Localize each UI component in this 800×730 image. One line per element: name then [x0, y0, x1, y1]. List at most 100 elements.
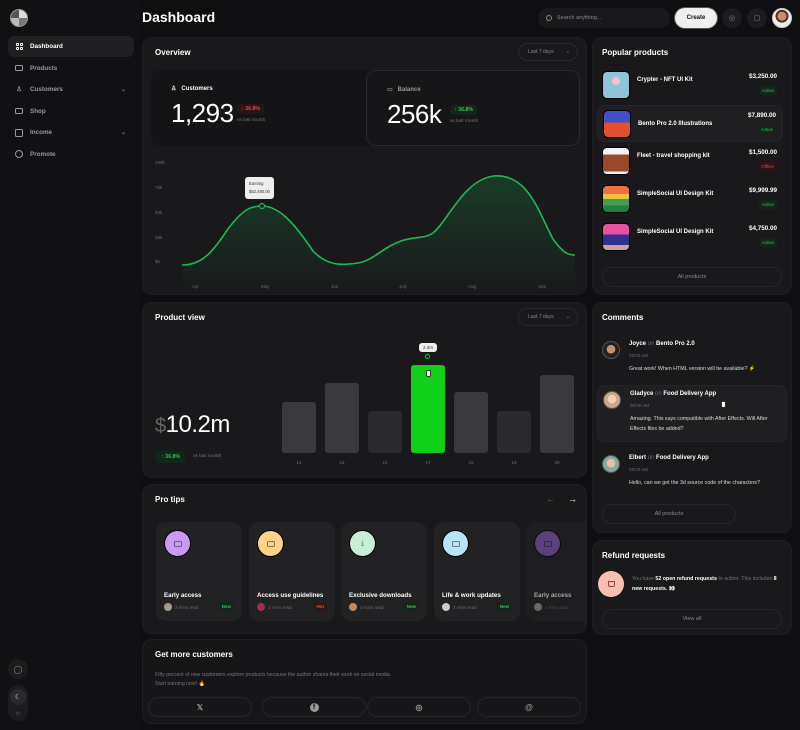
sidebar-item-label: Products [30, 64, 58, 72]
bar-19[interactable] [497, 411, 531, 453]
product-price: $1,500.00 [748, 149, 777, 156]
bar-18[interactable] [454, 392, 488, 453]
product-row[interactable]: Bento Pro 2.0 Illustrations $7,890.00 Ac… [597, 105, 783, 142]
product-thumbnail [603, 110, 631, 138]
chevron-down-icon: ⌄ [120, 87, 126, 94]
product-view-card: Product view Last 7 days ⌄ $10.2m ↑ 36.8… [142, 302, 587, 478]
refund-requests-card: Refund requests You have 52 open refund … [592, 540, 792, 635]
sidebar-item-shop[interactable]: Shop [8, 101, 134, 122]
sidebar-item-customers[interactable]: ♙ Customers ⌄ [8, 79, 134, 100]
product-row[interactable]: Fleet - travel shopping kit $1,500.00 Of… [597, 143, 783, 180]
total-value: 10.2m [165, 411, 231, 438]
earnings-chart[interactable]: 100k 75k 50k 25k $0 Earning $52,480.00 A… [143, 151, 588, 296]
comment-target[interactable]: Food Delivery App [656, 455, 709, 461]
comment-on: on [647, 341, 655, 347]
search-placeholder: Search anything... [557, 15, 602, 21]
overview-period-dropdown[interactable]: Last 7 days ⌄ [518, 43, 578, 61]
status-badge: Active [758, 238, 777, 247]
bar-20[interactable] [540, 375, 574, 453]
comment-header: Gladyce on Food Delivery App [630, 391, 716, 397]
sidebar-item-promote[interactable]: Promote [8, 144, 134, 165]
moon-icon[interactable]: ☾ [10, 689, 26, 706]
tip-title: Life & work updates [442, 592, 501, 599]
customers-vs: vs last month [237, 118, 266, 123]
product-row[interactable]: Crypter - NFT UI Kit $3,250.00 Active [597, 67, 783, 104]
sidebar-item-label: Dashboard [30, 43, 63, 50]
create-button[interactable]: Create [675, 8, 717, 28]
x-tick: Aug [468, 284, 477, 289]
refund-title: Refund requests [602, 551, 666, 560]
product-thumbnail [602, 71, 630, 99]
bar-label: 15 [339, 460, 345, 465]
checkbox-icon [442, 530, 469, 557]
view-all-button[interactable]: View all [602, 609, 782, 629]
bar-tooltip: 2.2m [419, 343, 438, 352]
logo-icon[interactable] [10, 9, 28, 27]
sidebar-item-dashboard[interactable]: Dashboard [8, 36, 134, 57]
bar-15[interactable] [325, 383, 359, 453]
user-avatar[interactable] [772, 8, 792, 28]
share-facebook-button[interactable]: f [262, 697, 366, 717]
share-instagram-button[interactable]: ◎ [367, 697, 471, 717]
sidebar-item-products[interactable]: Products [8, 58, 134, 79]
sun-icon[interactable]: ☼ [14, 709, 22, 717]
author-avatar [164, 603, 172, 611]
comment-target[interactable]: Bento Pro 2.0 [656, 341, 695, 347]
bar-17[interactable] [411, 365, 445, 453]
messages-button[interactable]: ▢ [747, 8, 767, 28]
pro-tips-title: Pro tips [155, 495, 185, 504]
all-comments-button[interactable]: All products [602, 504, 736, 524]
bar-label: 20 [554, 460, 560, 465]
all-products-button[interactable]: All products [602, 267, 782, 287]
tip-card[interactable]: ⤓ Exclusive downloads 3 mins read New [341, 522, 427, 621]
comment-time: 09:00 AM [629, 467, 649, 472]
comments-title: Comments [602, 313, 644, 322]
bar-16[interactable] [368, 411, 402, 453]
wallet-icon: ▭ [387, 87, 393, 93]
share-x-button[interactable]: 𝕏 [148, 697, 252, 717]
get-customers-text: Fifty percent of new customers explore p… [155, 671, 391, 689]
status-badge: Active [758, 200, 777, 209]
dropdown-value: Last 7 days [528, 314, 554, 320]
comment-item[interactable]: Elbert on Food Delivery App 09:00 AM Hel… [597, 450, 787, 495]
comment-item[interactable]: Gladyce on Food Delivery App 09:00 AM Am… [597, 385, 787, 442]
cursor-icon [721, 401, 726, 408]
tip-card[interactable]: Early access 3 mins read New [156, 522, 242, 621]
y-tick: 50k [155, 210, 163, 215]
chat-button[interactable]: ◯ [8, 659, 28, 679]
x-tick: May [261, 284, 270, 289]
stats-container: ♙ Customers 1,293 ↓ 36.8% vs last month … [151, 70, 580, 146]
theme-toggle[interactable]: ☾ ☼ [8, 685, 28, 721]
sidebar-item-label: Shop [30, 107, 46, 115]
customers-stat[interactable]: ♙ Customers 1,293 ↓ 36.8% vs last month [151, 70, 366, 146]
tip-card[interactable]: Life & work updates 3 mins read New [434, 522, 520, 621]
sidebar-item-income[interactable]: Income ⌄ [8, 122, 134, 143]
comment-item[interactable]: Joyce on Bento Pro 2.0 09:00 AM Great wo… [597, 336, 787, 381]
share-threads-button[interactable]: @ [477, 697, 581, 717]
bar-14[interactable] [282, 402, 316, 453]
tip-card[interactable]: Early access 3 mins read [526, 522, 586, 621]
sidebar-nav: Dashboard Products ♙ Customers ⌄ Shop In… [8, 36, 134, 166]
cursor-icon [426, 370, 431, 377]
product-name: SimpleSocial UI Design Kit [637, 229, 714, 235]
product-row[interactable]: SimpleSocial UI Design Kit $9,999.99 Act… [597, 181, 783, 218]
prev-arrow-icon[interactable]: ← [546, 494, 555, 504]
product-view-period-dropdown[interactable]: Last 7 days ⌄ [518, 308, 578, 326]
comment-target[interactable]: Food Delivery App [663, 391, 717, 397]
search-input[interactable]: Search anything... [538, 8, 670, 28]
message-icon: ▢ [753, 15, 761, 22]
read-time: 3 mins read [175, 604, 199, 610]
y-tick: $0 [155, 259, 161, 264]
refund-count[interactable]: 52 open refund requests [655, 576, 717, 582]
tip-card[interactable]: Access use guidelines 3 mins read Hot [249, 522, 335, 621]
calendar-icon [164, 530, 191, 557]
product-row[interactable]: SimpleSocial UI Design Kit $4,750.00 Act… [597, 219, 783, 256]
balance-stat[interactable]: ▭ Balance 256k ↑ 36.8% vs last month [366, 70, 580, 146]
stat-label-text: Customers [181, 85, 213, 92]
read-time: 3 mins read [268, 604, 292, 610]
x-icon: 𝕏 [196, 702, 204, 712]
notification-button[interactable]: ◎ [722, 8, 742, 28]
get-customers-title: Get more customers [155, 650, 233, 659]
next-arrow-icon[interactable]: → [568, 494, 577, 504]
tip-meta: 3 mins read [164, 603, 199, 611]
